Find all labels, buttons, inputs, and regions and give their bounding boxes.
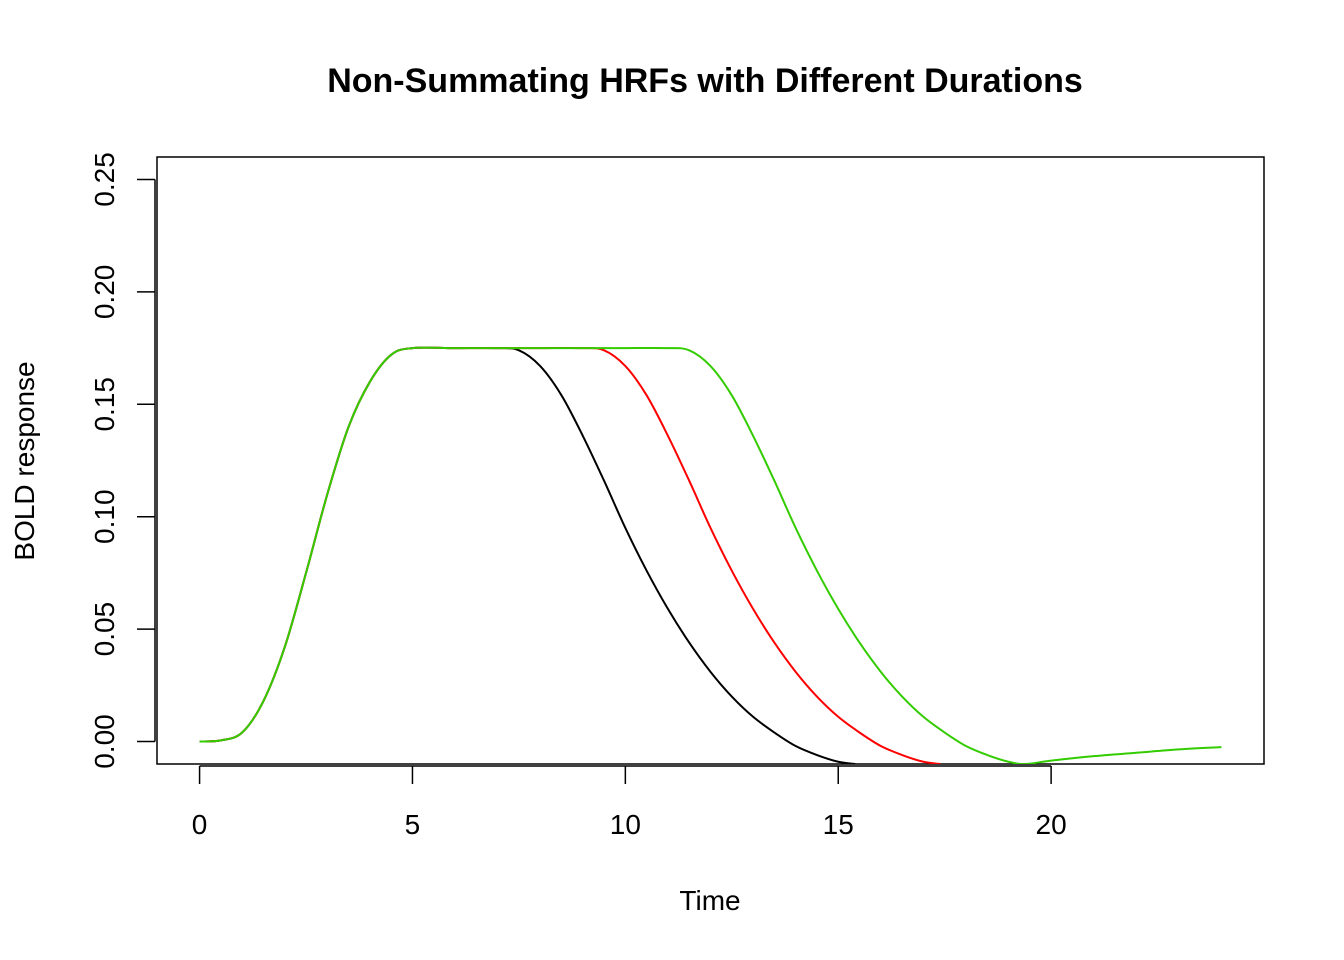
x-axis: 0 5 10 15 20 <box>192 765 1067 840</box>
series-line-1 <box>199 346 856 764</box>
y-tick-label: 0.00 <box>89 714 120 769</box>
y-axis-label: BOLD response <box>9 361 40 560</box>
x-tick-label: 20 <box>1036 809 1067 840</box>
series-lines <box>199 346 1222 764</box>
y-tick-label: 0.10 <box>89 489 120 544</box>
x-tick-label: 5 <box>405 809 421 840</box>
y-tick-label: 0.25 <box>89 152 120 207</box>
y-axis: 0.00 0.05 0.10 0.15 0.20 0.25 <box>89 152 156 769</box>
y-tick-label: 0.15 <box>89 377 120 432</box>
y-tick-label: 0.05 <box>89 602 120 657</box>
series-line-3 <box>199 346 1222 764</box>
plot-frame <box>156 156 1265 765</box>
x-tick-label: 0 <box>192 809 208 840</box>
x-tick-label: 10 <box>610 809 641 840</box>
x-axis-label: Time <box>679 885 740 916</box>
chart-title: Non-Summating HRFs with Different Durati… <box>327 62 1083 100</box>
x-tick-label: 15 <box>823 809 854 840</box>
y-tick-label: 0.20 <box>89 265 120 320</box>
